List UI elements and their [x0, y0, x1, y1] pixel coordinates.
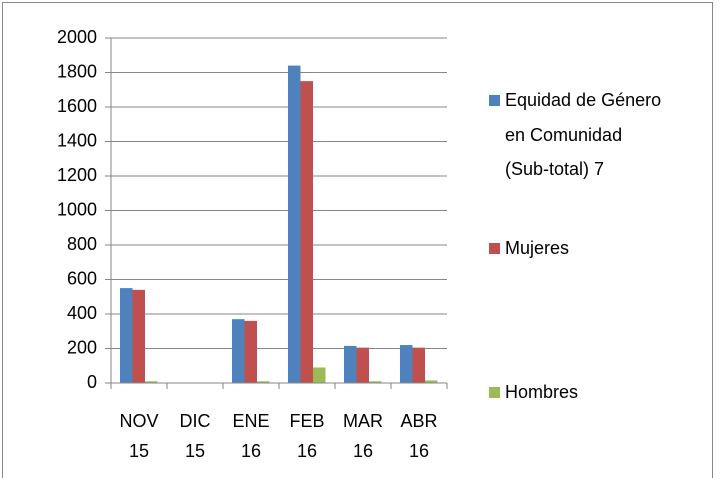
x-tick-label: FEB 16 — [289, 411, 325, 461]
chart-border — [2, 2, 713, 478]
x-tick-label: MAR 16 — [343, 411, 383, 461]
legend-label: Equidad de Género en Comunidad (Sub-tota… — [505, 90, 662, 179]
x-tick-label: NOV 15 — [119, 411, 159, 461]
bar — [369, 381, 382, 383]
bar — [300, 81, 313, 383]
y-tick-label: 1000 — [57, 199, 97, 219]
x-tick-label: ENE 16 — [232, 411, 270, 461]
legend-label: Mujeres — [505, 238, 570, 258]
bar — [120, 288, 133, 383]
bar — [313, 367, 326, 383]
bar — [400, 345, 413, 383]
x-tick-label: ABR 16 — [400, 411, 438, 461]
legend-swatch — [489, 95, 500, 106]
x-tick-label: DIC 15 — [179, 411, 211, 461]
y-tick-label: 2000 — [57, 27, 97, 47]
y-tick-label: 1400 — [57, 130, 97, 150]
bar — [232, 319, 245, 383]
legend-swatch — [489, 243, 500, 254]
y-tick-label: 1800 — [57, 61, 97, 81]
bar — [344, 345, 357, 383]
y-tick-label: 600 — [67, 268, 97, 288]
bar — [412, 347, 425, 383]
legend-swatch — [489, 387, 500, 398]
legend-label: Hombres — [505, 382, 579, 402]
bar — [145, 381, 158, 383]
y-tick-label: 1200 — [57, 165, 97, 185]
y-tick-label: 400 — [67, 303, 97, 323]
y-tick-label: 200 — [67, 337, 97, 357]
y-tick-label: 800 — [67, 234, 97, 254]
bar — [356, 347, 369, 383]
bar — [257, 381, 270, 383]
bar — [132, 289, 145, 383]
bar — [288, 65, 301, 383]
bar — [244, 320, 257, 383]
y-tick-label: 1600 — [57, 96, 97, 116]
bar — [425, 380, 438, 383]
y-tick-label: 0 — [87, 372, 97, 392]
